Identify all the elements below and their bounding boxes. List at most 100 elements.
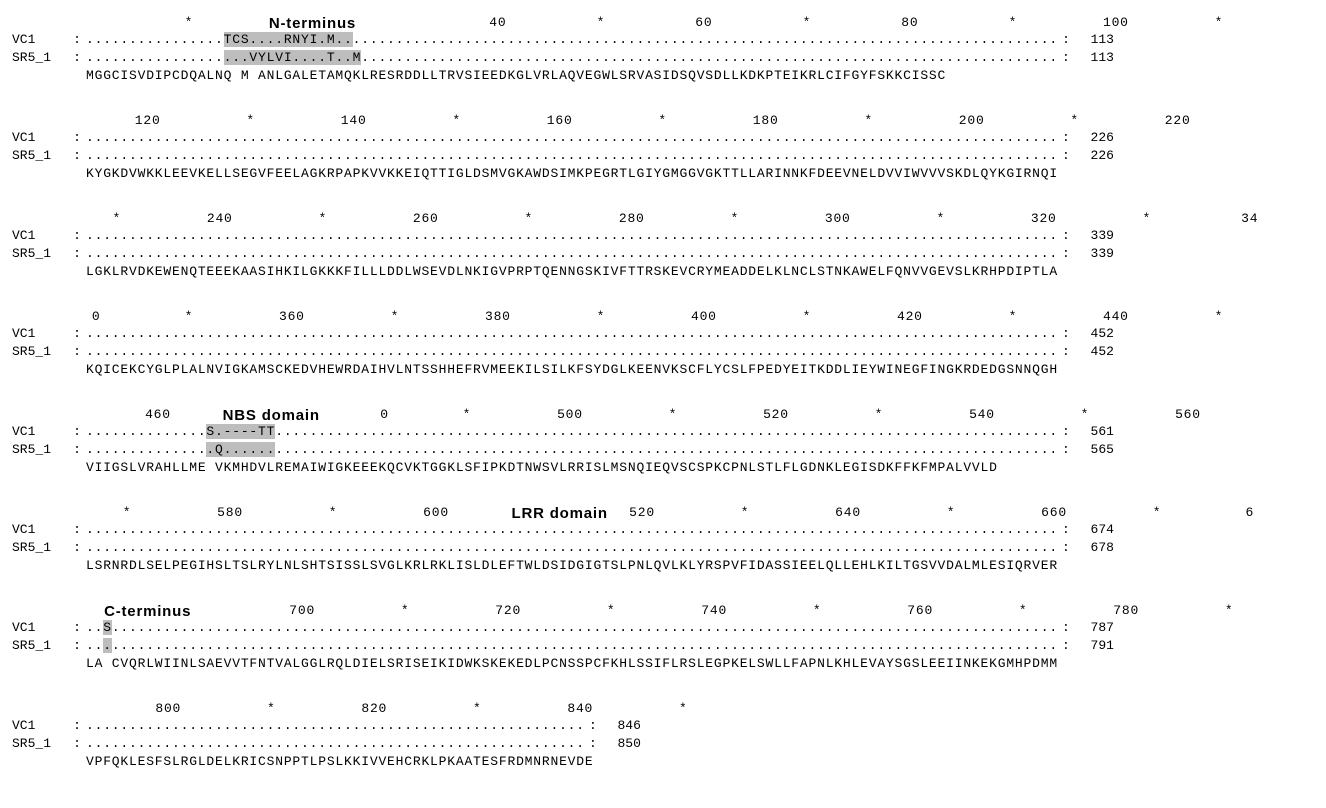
ruler: x:*240*260*280*300*320*34:0 <box>12 208 1314 226</box>
consensus-sequence: LSRNRDLSELPEGIHSLTSLRYLNLSHTSISSLSVGLKRL… <box>86 558 1058 573</box>
row-label: SR5_1 <box>12 540 68 555</box>
row-label: VC1 <box>12 32 68 47</box>
ruler-tick: * <box>267 701 276 716</box>
sequence: ..S.....................................… <box>86 620 1058 635</box>
sequence: ..............S.----TT..................… <box>86 424 1058 439</box>
end-position: 339 <box>1074 246 1114 261</box>
ruler-tick: * <box>246 113 255 128</box>
ruler-tick: 640 <box>835 505 861 520</box>
sequence-row: VC1:....................................… <box>12 324 1314 342</box>
ruler-tick: 440 <box>1103 309 1129 324</box>
consensus-sequence: KQICEKCYGLPLALNVIGKAMSCKEDVHEWRDAIHVLNTS… <box>86 362 1058 377</box>
sequence-row: VC1:..............S.----TT..............… <box>12 422 1314 440</box>
ruler-tick: 200 <box>959 113 985 128</box>
end-position: 674 <box>1074 522 1114 537</box>
sequence-row: SR5_1:..................................… <box>12 146 1314 164</box>
alignment-block: x:*N-terminus40*60*80*100*:0VC1:........… <box>12 12 1314 84</box>
ruler-tick: * <box>1153 505 1162 520</box>
ruler-tick: * <box>473 701 482 716</box>
ruler-tick: 60 <box>695 15 712 30</box>
ruler-tick: 40 <box>489 15 506 30</box>
ruler-tick: * <box>1070 113 1079 128</box>
consensus-row: x:KQICEKCYGLPLALNVIGKAMSCKEDVHEWRDAIHVLN… <box>12 360 1314 378</box>
end-position: 791 <box>1074 638 1114 653</box>
consensus-sequence: LA CVQRLWIINLSAEVVTFNTVALGGLRQLDIELSRISE… <box>86 656 1058 671</box>
row-label: SR5_1 <box>12 442 68 457</box>
end-position: 846 <box>601 718 641 733</box>
sequence: ........................................… <box>86 638 1058 653</box>
ruler-tick: 780 <box>1113 603 1139 618</box>
ruler-tick: 800 <box>155 701 181 716</box>
ruler-tick: 460 <box>145 407 171 422</box>
ruler-tick: * <box>947 505 956 520</box>
sequence-row: SR5_1:...............Q..................… <box>12 440 1314 458</box>
consensus-row: x:LA CVQRLWIINLSAEVVTFNTVALGGLRQLDIELSRI… <box>12 654 1314 672</box>
row-label: VC1 <box>12 620 68 635</box>
consensus-sequence: LGKLRVDKEWENQTEEEKAASIHKILGKKKFILLLDDLWS… <box>86 264 1058 279</box>
ruler-tick: 540 <box>969 407 995 422</box>
ruler-tick: * <box>1081 407 1090 422</box>
ruler-tick: * <box>597 309 606 324</box>
sequence-row: SR5_1:..................................… <box>12 538 1314 556</box>
sequence: ........................................… <box>86 344 1058 359</box>
alignment-block: x:*580*600LRR domain520*640*660*6:0VC1:.… <box>12 502 1314 574</box>
ruler-tick: * <box>401 603 410 618</box>
ruler-tick: * <box>607 603 616 618</box>
consensus-row: x:LGKLRVDKEWENQTEEEKAASIHKILGKKKFILLLDDL… <box>12 262 1314 280</box>
row-label: VC1 <box>12 522 68 537</box>
ruler-tick: * <box>1019 603 1028 618</box>
alignment-block: x:C-terminus700*720*740*760*780*:0VC1:..… <box>12 600 1314 672</box>
end-position: 113 <box>1074 32 1114 47</box>
ruler-tick: 140 <box>341 113 367 128</box>
row-label: SR5_1 <box>12 50 68 65</box>
ruler-tick: * <box>1142 211 1151 226</box>
ruler-tick: * <box>936 211 945 226</box>
row-label: VC1 <box>12 228 68 243</box>
consensus-row: x:KYGKDVWKKLEEVKELLSEGVFEELAGKRPAPKVVKKE… <box>12 164 1314 182</box>
ruler-tick: 120 <box>135 113 161 128</box>
consensus-row: x:LSRNRDLSELPEGIHSLTSLRYLNLSHTSISSLSVGLK… <box>12 556 1314 574</box>
ruler-tick: * <box>803 309 812 324</box>
end-position: 850 <box>601 736 641 751</box>
row-label: SR5_1 <box>12 246 68 261</box>
ruler: x:*N-terminus40*60*80*100*:0 <box>12 12 1314 30</box>
ruler-tick: 300 <box>825 211 851 226</box>
consensus-sequence: VIIGSLVRAHLLME VKMHDVLREMAIWIGKEEEKQCVKT… <box>86 460 998 475</box>
ruler-tick: 500 <box>557 407 583 422</box>
consensus-sequence: KYGKDVWKKLEEVKELLSEGVFEELAGKRPAPKVVKKEIQ… <box>86 166 1058 181</box>
ruler-tick: 420 <box>897 309 923 324</box>
ruler-tick: 34 <box>1241 211 1258 226</box>
ruler-tick: * <box>123 505 132 520</box>
ruler-tick: 380 <box>485 309 511 324</box>
ruler-tick: 180 <box>753 113 779 128</box>
ruler: x:120*140*160*180*200*220:0 <box>12 110 1314 128</box>
ruler-tick: * <box>329 505 338 520</box>
sequence-row: VC1:....................................… <box>12 226 1314 244</box>
row-label: SR5_1 <box>12 344 68 359</box>
ruler-tick: * <box>112 211 121 226</box>
sequence: ................TCS....RNYI.M...........… <box>86 32 1058 47</box>
ruler: x:800*820*840*:0 <box>12 698 1314 716</box>
ruler-tick: * <box>1009 15 1018 30</box>
ruler: x:460NBS domain0*500*520*540*560:0 <box>12 404 1314 422</box>
sequence-row: VC1:....................................… <box>12 520 1314 538</box>
ruler-tick: * <box>463 407 472 422</box>
sequence-row: VC1:....................................… <box>12 128 1314 146</box>
ruler-tick: 0 <box>92 309 101 324</box>
ruler-tick: 280 <box>619 211 645 226</box>
domain-label: C-terminus <box>104 603 191 620</box>
ruler-tick: * <box>452 113 461 128</box>
ruler-tick: * <box>597 15 606 30</box>
sequence: ........................................… <box>86 246 1058 261</box>
end-position: 113 <box>1074 50 1114 65</box>
ruler-tick: 700 <box>289 603 315 618</box>
sequence-row: VC1:................TCS....RNYI.M.......… <box>12 30 1314 48</box>
ruler-tick: 520 <box>629 505 655 520</box>
ruler-tick: * <box>185 15 194 30</box>
ruler: x:*580*600LRR domain520*640*660*6:0 <box>12 502 1314 520</box>
ruler-tick: 740 <box>701 603 727 618</box>
ruler-tick: * <box>658 113 667 128</box>
domain-label: NBS domain <box>223 407 320 424</box>
ruler-tick: * <box>741 505 750 520</box>
ruler-tick: * <box>669 407 678 422</box>
